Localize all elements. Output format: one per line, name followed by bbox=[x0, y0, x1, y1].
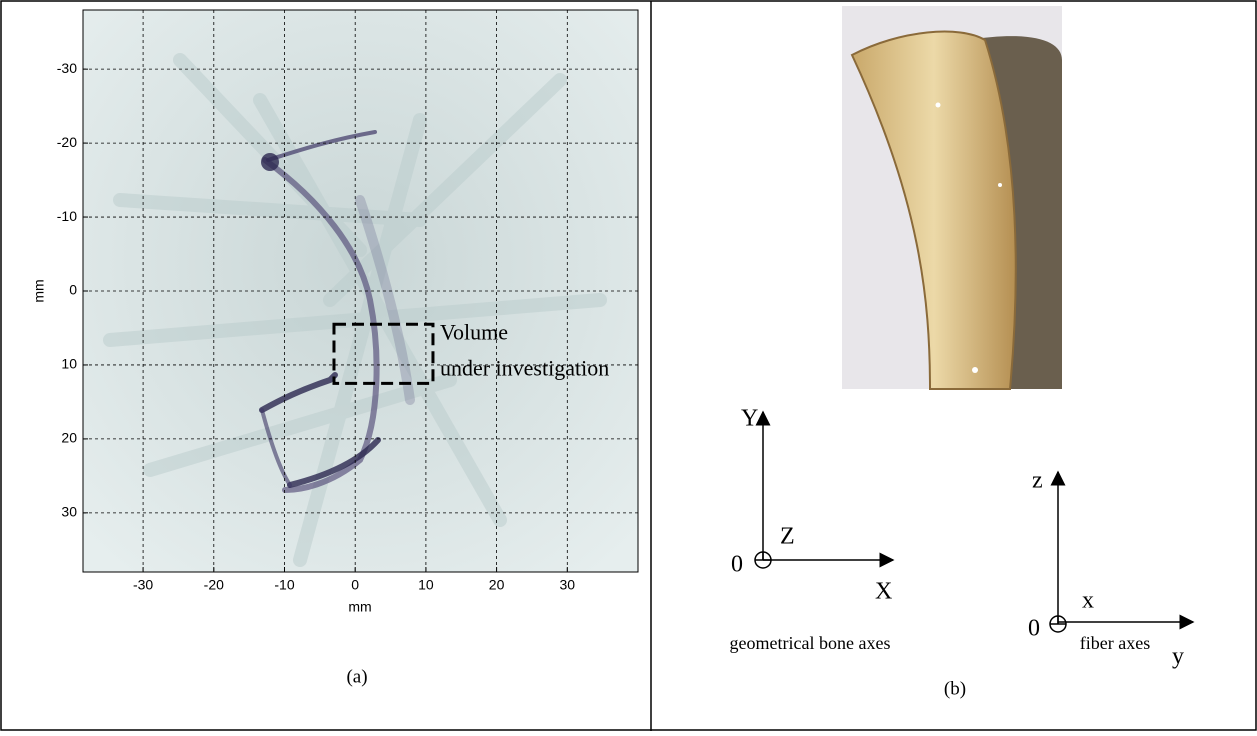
x-tick-label: -30 bbox=[133, 577, 153, 593]
axis-label: X bbox=[875, 579, 892, 605]
axis-label: Z bbox=[780, 524, 795, 550]
panel-caption: (b) bbox=[944, 678, 966, 699]
y-tick-label: 30 bbox=[61, 504, 77, 520]
x-tick-label: 0 bbox=[351, 577, 359, 593]
region-label: Volume bbox=[440, 319, 508, 344]
y-tick-label: -10 bbox=[57, 208, 77, 224]
y-tick-label: 20 bbox=[61, 430, 77, 446]
axis-label: Y bbox=[741, 406, 758, 432]
axes-caption: fiber axes bbox=[1080, 633, 1150, 653]
fiber-axes bbox=[1050, 472, 1193, 632]
plot: mm mm -30 -20 -10 0 10 20 30 -30 -20 -10 0 10 20 30 bbox=[31, 10, 638, 615]
x-tick-label: -10 bbox=[274, 577, 294, 593]
x-tick-label: 30 bbox=[560, 577, 576, 593]
y-axis-label: mm bbox=[31, 279, 47, 302]
bone-axes bbox=[755, 412, 893, 568]
panel-caption: (a) bbox=[346, 666, 367, 687]
figure: mm mm -30 -20 -10 0 10 20 30 -30 -20 -10 0 10 20 30 (… bbox=[0, 0, 1257, 731]
x-tick-label: 20 bbox=[489, 577, 505, 593]
axis-label: x bbox=[1082, 588, 1094, 614]
origin-label: 0 bbox=[1028, 616, 1040, 642]
y-tick-label: 10 bbox=[61, 356, 77, 372]
axis-label: y bbox=[1172, 644, 1184, 670]
axes-caption: geometrical bone axes bbox=[730, 633, 891, 653]
region-label: under investigation bbox=[440, 355, 609, 380]
x-axis-label: mm bbox=[348, 599, 371, 615]
origin-label: 0 bbox=[731, 552, 743, 578]
axis-label: z bbox=[1032, 468, 1043, 494]
x-tick-label: 10 bbox=[418, 577, 434, 593]
y-tick-label: -20 bbox=[57, 134, 77, 150]
photo bbox=[842, 6, 1062, 389]
y-tick-label: -30 bbox=[57, 60, 77, 76]
y-tick-label: 0 bbox=[69, 282, 77, 298]
x-tick-label: -20 bbox=[204, 577, 224, 593]
